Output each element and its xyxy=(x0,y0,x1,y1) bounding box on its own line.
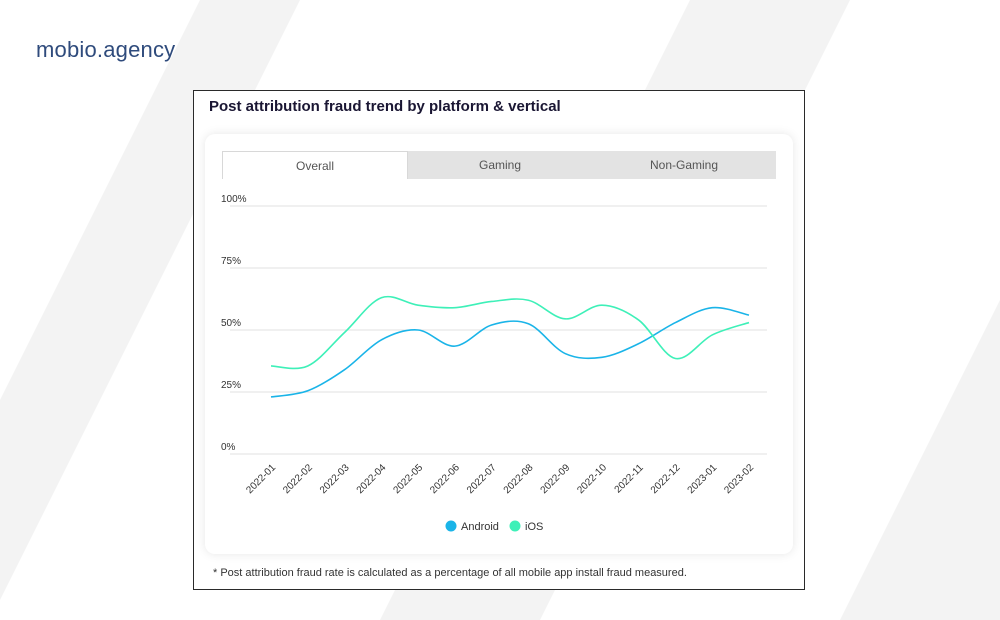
x-tick-label: 2022-02 xyxy=(281,462,315,496)
legend-marker-ios xyxy=(509,520,521,532)
brand-name[interactable]: mobio.agency xyxy=(36,37,176,62)
y-tick-label: 25% xyxy=(221,380,241,391)
series-line-ios xyxy=(270,295,750,370)
x-tick-label: 2022-08 xyxy=(502,462,536,496)
x-tick-label: 2022-05 xyxy=(391,462,425,496)
tab-non-gaming[interactable]: Non-Gaming xyxy=(649,158,719,172)
y-tick-label: 100% xyxy=(221,194,247,205)
line-chart: 100%75%50%25%0%2022-01 2022-02 2022-03 2022… xyxy=(221,194,767,533)
x-tick-label: 2022-01 xyxy=(244,462,278,496)
vertical-tabs: Overall Gaming Non-Gaming xyxy=(222,151,776,179)
x-tick-label: 2022-12 xyxy=(649,462,683,496)
legend-label-ios: iOS xyxy=(525,521,543,533)
tab-overall[interactable]: Overall xyxy=(222,151,408,179)
x-tick-label: 2022-06 xyxy=(428,462,462,496)
legend-label-android: Android xyxy=(461,521,499,533)
chart-title: Post attribution fraud trend by platform… xyxy=(209,98,561,115)
x-tick-label: 2022-11 xyxy=(613,462,647,496)
tab-gaming[interactable]: Gaming xyxy=(478,158,522,172)
x-tick-label: 2022-03 xyxy=(318,462,352,496)
x-tick-label: 2022-04 xyxy=(355,462,389,496)
x-tick-label: 2022-07 xyxy=(465,462,499,496)
legend-marker-android xyxy=(445,520,457,532)
footnote: * Post attribution fraud rate is calcula… xyxy=(213,567,687,579)
x-tick-label: 2022-09 xyxy=(539,462,573,496)
chart-card: Post attribution fraud trend by platform… xyxy=(193,90,805,590)
x-tick-label: 2023-02 xyxy=(722,462,756,496)
y-tick-label: 75% xyxy=(221,256,241,267)
series-line-android xyxy=(270,306,750,398)
x-tick-label: 2023-01 xyxy=(686,462,720,496)
chart-panel: Overall Gaming Non-Gaming 100% 75% 50% 25% 0… xyxy=(205,134,793,554)
y-tick-label: 0% xyxy=(221,442,236,453)
x-tick-label: 2022-10 xyxy=(575,462,609,496)
y-tick-label: 50% xyxy=(221,318,241,329)
